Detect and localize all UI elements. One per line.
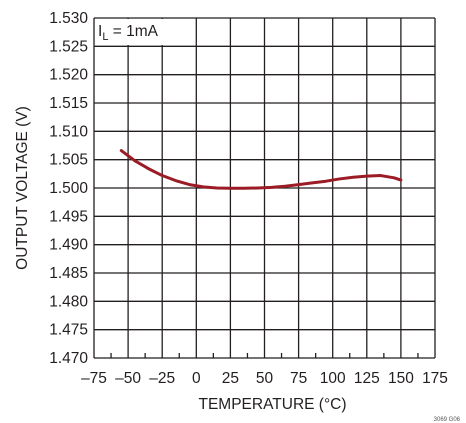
x-axis-title: TEMPERATURE (°C) [199, 396, 347, 413]
y-tick-labels: 1.470 1.475 1.480 1.485 1.490 1.495 1.500 1.505… [49, 10, 88, 367]
x-tick-label: 50 [256, 370, 274, 387]
x-tick-labels: –75 –50 –25 0 25 50 75 100 125 150 175 [81, 370, 448, 387]
y-tick-label: 1.470 [49, 350, 88, 367]
x-tick-label: –50 [115, 370, 141, 387]
y-axis-title: OUTPUT VOLTAGE (V) [14, 106, 31, 270]
y-tick-label: 1.510 [49, 123, 88, 140]
series-line [119, 149, 403, 190]
x-tick-label: 175 [422, 370, 448, 387]
y-tick-label: 1.530 [49, 10, 88, 27]
x-tick-label: –75 [81, 370, 107, 387]
x-tick-label: –25 [149, 370, 175, 387]
y-tick-label: 1.480 [49, 293, 88, 310]
annotation-rest: = 1mA [108, 23, 158, 40]
x-tick-label: 75 [290, 370, 307, 387]
y-tick-label: 1.485 [49, 265, 88, 282]
x-minor-ticks [110, 353, 419, 358]
annotation-box [95, 19, 169, 45]
y-tick-label: 1.475 [49, 322, 88, 339]
annotation-main: I [98, 23, 102, 40]
y-tick-label: 1.500 [49, 180, 88, 197]
annotation-label: IL = 1mA [98, 23, 159, 43]
x-tick-label: 0 [192, 370, 201, 387]
x-tick-label: 125 [354, 370, 380, 387]
x-tick-label: 100 [320, 370, 346, 387]
y-tick-label: 1.505 [49, 152, 88, 169]
y-tick-label: 1.515 [49, 95, 88, 112]
y-tick-label: 1.525 [49, 38, 88, 55]
x-tick-label: 25 [222, 370, 239, 387]
series-group [119, 149, 403, 190]
y-tick-label: 1.490 [49, 237, 88, 254]
annotation-subscript: L [102, 31, 108, 43]
y-tick-label: 1.495 [49, 208, 88, 225]
figure-id: 3069 G06 [434, 417, 461, 423]
y-tick-label: 1.520 [49, 67, 88, 84]
x-tick-label: 150 [388, 370, 414, 387]
